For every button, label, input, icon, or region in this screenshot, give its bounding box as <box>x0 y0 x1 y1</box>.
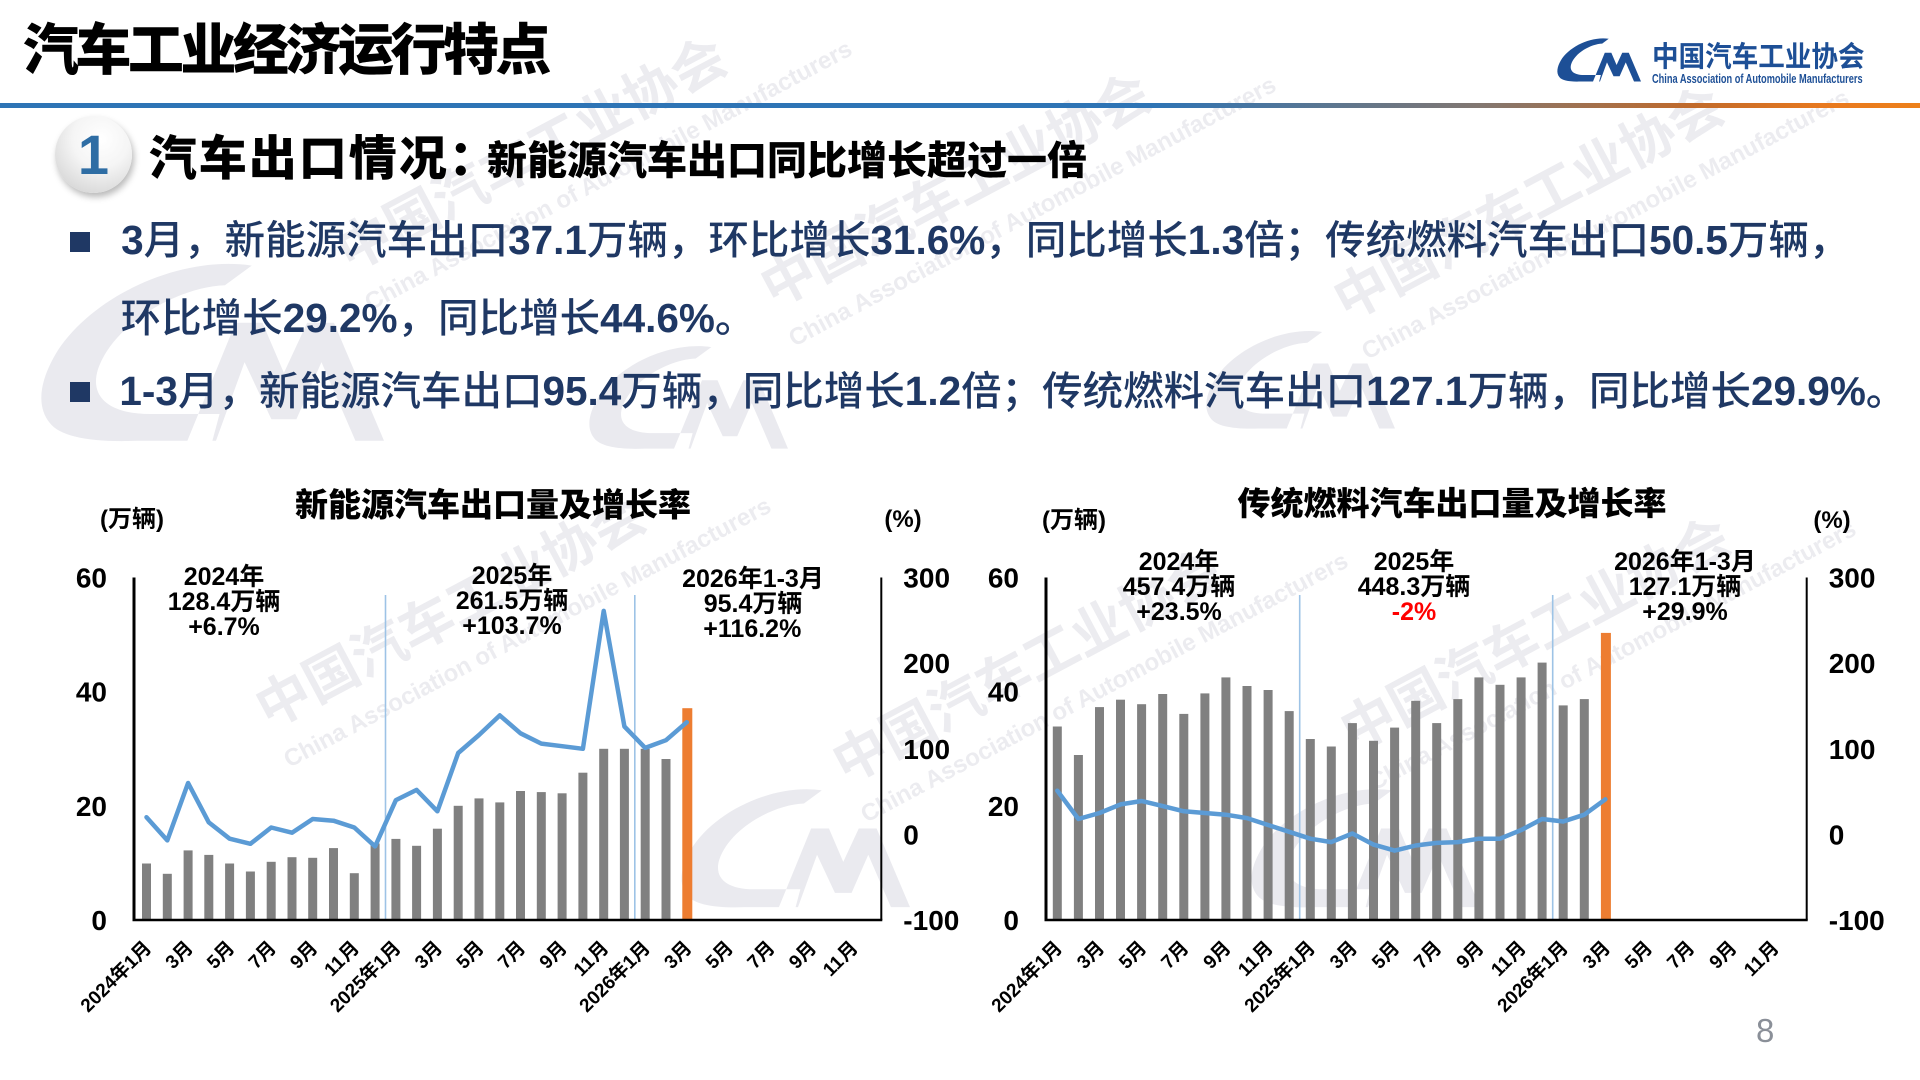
svg-text:29.9%: 29.9% <box>1751 368 1866 414</box>
svg-text:2024: 2024 <box>988 972 1033 1017</box>
svg-text:(%): (%) <box>1813 507 1850 534</box>
svg-text:29.2%: 29.2% <box>283 295 398 341</box>
svg-text:China Association of Automobil: China Association of Automobile Manufact… <box>784 71 1280 352</box>
svg-text:128.4: 128.4 <box>168 588 231 616</box>
svg-text:): ) <box>156 506 164 533</box>
svg-text:-2%: -2% <box>1392 598 1436 626</box>
svg-text:(: ( <box>100 506 108 533</box>
svg-text:+23.5%: +23.5% <box>1136 598 1222 626</box>
svg-text:127.1: 127.1 <box>1366 368 1467 414</box>
svg-text:100: 100 <box>903 734 950 765</box>
svg-text:20: 20 <box>76 791 107 822</box>
svg-text:40: 40 <box>988 677 1019 708</box>
svg-text:1-3: 1-3 <box>763 565 799 593</box>
svg-text:2026: 2026 <box>682 565 738 593</box>
svg-text:95.4: 95.4 <box>543 368 622 414</box>
svg-text:1.2: 1.2 <box>905 368 961 414</box>
svg-text:300: 300 <box>1829 563 1876 594</box>
svg-text:1-3: 1-3 <box>1695 548 1731 576</box>
svg-text:200: 200 <box>903 648 950 679</box>
svg-text:(%): (%) <box>884 506 921 533</box>
svg-text:20: 20 <box>988 791 1019 822</box>
svg-text:100: 100 <box>1829 734 1876 765</box>
svg-text:261.5: 261.5 <box>456 587 519 615</box>
svg-text:3: 3 <box>121 217 144 263</box>
svg-text:457.4: 457.4 <box>1123 573 1186 601</box>
svg-text:200: 200 <box>1829 648 1876 679</box>
svg-text:44.6%: 44.6% <box>600 295 715 341</box>
svg-text:2025: 2025 <box>1374 548 1430 576</box>
svg-text:+6.7%: +6.7% <box>188 613 260 641</box>
svg-text:): ) <box>1098 507 1106 534</box>
svg-text:0: 0 <box>1829 819 1845 850</box>
svg-text:(: ( <box>1042 507 1050 534</box>
svg-text:0: 0 <box>903 819 919 850</box>
svg-text:1.3: 1.3 <box>1188 217 1244 263</box>
svg-text:1-3: 1-3 <box>119 368 178 414</box>
svg-text:60: 60 <box>76 563 107 594</box>
svg-text:+103.7%: +103.7% <box>462 612 561 640</box>
svg-text:2025: 2025 <box>472 562 528 590</box>
svg-text:+116.2%: +116.2% <box>703 615 801 643</box>
svg-text:300: 300 <box>903 563 950 594</box>
svg-text:60: 60 <box>988 563 1019 594</box>
svg-text:127.1: 127.1 <box>1629 573 1692 601</box>
svg-text:-100: -100 <box>903 905 959 936</box>
svg-text:2024: 2024 <box>184 563 240 591</box>
svg-text:2026: 2026 <box>1614 548 1670 576</box>
svg-text:95.4: 95.4 <box>704 590 753 618</box>
svg-text:448.3: 448.3 <box>1358 573 1421 601</box>
svg-text:-100: -100 <box>1829 905 1885 936</box>
svg-text:0: 0 <box>91 905 107 936</box>
svg-text:37.1: 37.1 <box>508 217 587 263</box>
svg-text:40: 40 <box>76 677 107 708</box>
svg-text:2024: 2024 <box>1139 548 1195 576</box>
svg-text:2024: 2024 <box>77 972 122 1017</box>
svg-text:+29.9%: +29.9% <box>1642 598 1728 626</box>
svg-text:0: 0 <box>1003 905 1019 936</box>
svg-text:50.5: 50.5 <box>1649 217 1728 263</box>
svg-text:31.6%: 31.6% <box>870 217 985 263</box>
